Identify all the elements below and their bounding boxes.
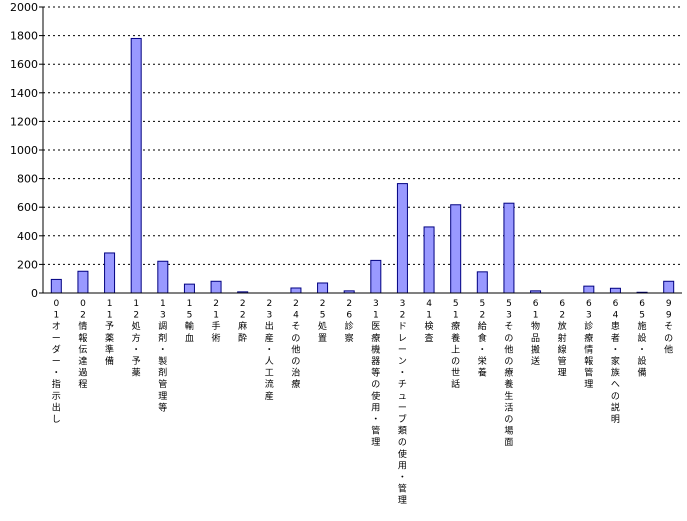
x-category-label: 6 4 患者・家族への説明 bbox=[611, 299, 620, 425]
axes bbox=[39, 6, 682, 294]
x-category-label: 0 1 オーダー・指示出し bbox=[52, 299, 61, 425]
y-tick-label: 1400 bbox=[10, 87, 38, 100]
bar bbox=[77, 270, 89, 294]
y-tick-label: 200 bbox=[17, 258, 38, 271]
bar bbox=[503, 202, 515, 294]
y-tick-label: 0 bbox=[31, 287, 38, 300]
bar bbox=[609, 287, 621, 294]
x-category-label: 5 2 給食・栄養 bbox=[478, 299, 487, 379]
y-tick-label: 2000 bbox=[10, 1, 38, 14]
x-category-label: 1 1 予薬準備 bbox=[105, 299, 114, 367]
bar bbox=[476, 271, 488, 294]
bar bbox=[663, 280, 675, 294]
x-category-label: 2 4 その他の治療 bbox=[291, 299, 300, 390]
x-category-label: 4 1 検査 bbox=[425, 299, 434, 344]
y-tick-label: 1600 bbox=[10, 58, 38, 71]
y-tick-label: 400 bbox=[17, 230, 38, 243]
bar bbox=[370, 259, 382, 294]
x-category-label: 6 1 物品搬送 bbox=[531, 299, 540, 367]
bars bbox=[50, 37, 675, 294]
x-category-label: 0 2 情報伝達過程 bbox=[78, 299, 87, 390]
bar bbox=[130, 37, 142, 294]
x-category-label: 2 1 手術 bbox=[212, 299, 221, 344]
bar bbox=[210, 280, 222, 294]
bar bbox=[317, 282, 329, 294]
y-tick-label: 600 bbox=[17, 201, 38, 214]
x-category-label: 1 2 処方・予薬 bbox=[132, 299, 141, 379]
x-category-label: 1 3 調剤・製剤管理等 bbox=[158, 299, 167, 413]
x-category-label: 5 3 その他の療養生活の場面 bbox=[504, 299, 513, 448]
x-category-label: 3 2 ドレーン・チューブ類の使用・管理 bbox=[398, 299, 407, 506]
bar bbox=[50, 278, 62, 294]
y-tick-labels: 0 200 400 600 800 1000 1200 1400 1600 1800 2000 bbox=[10, 1, 38, 300]
x-category-label: 6 2 放射線管理 bbox=[558, 299, 567, 379]
bar bbox=[183, 283, 195, 294]
x-category-label: 2 5 処置 bbox=[318, 299, 327, 344]
x-category-label: 6 3 診療情報管理 bbox=[584, 299, 593, 390]
x-category-labels: 0 1 オーダー・指示出し 0 2 情報伝達過程 1 1 予薬準備 1 2 処方・予薬 1 3 調剤・製剤管… bbox=[52, 299, 673, 506]
y-tick-label: 1800 bbox=[10, 30, 38, 43]
bar bbox=[583, 285, 595, 294]
y-tick-label: 1000 bbox=[10, 144, 38, 157]
x-category-label: 5 1 療養上の世話 bbox=[451, 299, 460, 390]
x-category-label: 2 3 出産・人工流産 bbox=[265, 299, 274, 402]
x-category-label: 1 5 輸血 bbox=[185, 299, 194, 344]
bar bbox=[423, 226, 435, 294]
x-category-label: 2 2 麻酔 bbox=[238, 299, 247, 344]
y-tick-label: 1200 bbox=[10, 115, 38, 128]
gridlines bbox=[43, 6, 682, 265]
bar bbox=[290, 287, 302, 294]
x-category-label: 2 6 診察 bbox=[345, 299, 354, 344]
bar bbox=[157, 260, 169, 294]
bar bbox=[450, 204, 462, 294]
x-category-label: 3 1 医療機器等の使用・管理 bbox=[371, 299, 380, 448]
y-tick-label: 800 bbox=[17, 173, 38, 186]
x-category-label: 6 5 施設・設備 bbox=[638, 299, 647, 379]
bar bbox=[396, 183, 408, 294]
bar bbox=[104, 252, 116, 294]
x-category-label: 9 9 その他 bbox=[664, 299, 673, 355]
